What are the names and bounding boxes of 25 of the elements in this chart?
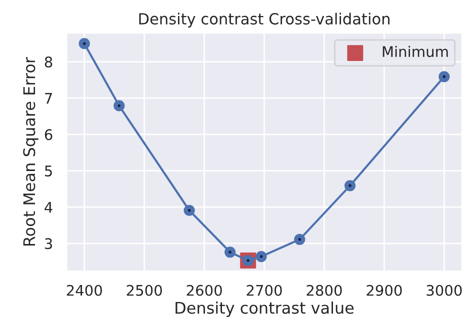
x-tick-label: 2800 [306,284,342,296]
point [78,38,90,50]
y-tick-label: 8 [44,56,52,68]
x-axis-title: Density contrast value [176,301,354,317]
y-axis-title: Root Mean Square Error [23,57,38,246]
point [184,204,195,216]
x-tick-label: 2600 [186,284,222,296]
x-tick-label: 2400 [66,284,102,296]
y-tick-label: 7 [45,93,52,104]
x-tick-label: 2700 [246,284,282,296]
point [438,71,450,82]
x-tick-label: 3000 [426,284,462,296]
point [344,180,356,192]
x-tick-label: 2900 [366,284,402,296]
point [114,100,125,112]
x-tick-label: 2500 [126,284,162,296]
y-tick-label: 4 [44,202,52,213]
point [294,234,306,245]
y-tick-label: 6 [44,129,52,140]
point [224,246,236,258]
y-tick-label: 5 [45,166,52,177]
legend-label: Minimum [382,46,448,58]
chart-title: Density contrast Cross-validation [139,12,390,28]
point [256,250,267,262]
y-tick-label: 3 [45,238,52,250]
